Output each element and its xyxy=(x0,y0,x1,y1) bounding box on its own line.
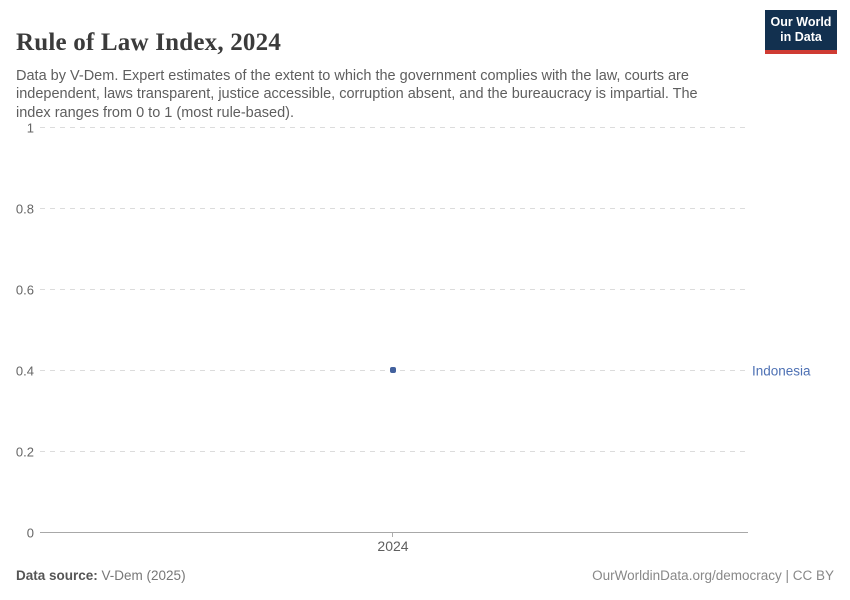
page-title: Rule of Law Index, 2024 xyxy=(16,28,282,56)
y-axis-tick-label: 0.6 xyxy=(15,282,34,298)
data-source-value: V-Dem (2025) xyxy=(97,568,186,583)
y-axis-tick-label: 0.2 xyxy=(15,444,34,460)
gridline-0-6 xyxy=(40,289,748,290)
y-axis-tick-label: 1 xyxy=(26,120,34,136)
data-point-indonesia[interactable] xyxy=(390,367,396,373)
owid-logo[interactable]: Our World in Data xyxy=(765,10,837,54)
data-source: Data source: V-Dem (2025) xyxy=(16,568,186,583)
y-axis-tick-label: 0.4 xyxy=(15,363,34,379)
y-axis-tick-label: 0.8 xyxy=(15,201,34,217)
gridline-1 xyxy=(40,127,748,128)
footer-attribution: OurWorldinData.org/democracy | CC BY xyxy=(592,568,834,583)
y-axis-tick-label: 0 xyxy=(26,525,34,541)
owid-logo-line2: in Data xyxy=(780,30,822,45)
gridline-0-8 xyxy=(40,208,748,209)
data-source-label: Data source: xyxy=(16,568,98,583)
x-axis-line xyxy=(40,532,748,533)
owid-logo-line1: Our World xyxy=(770,15,832,29)
gridline-0-2 xyxy=(40,451,748,452)
chart-footer: Data source: V-Dem (2025) OurWorldinData… xyxy=(16,568,834,583)
chart-subtitle: Data by V-Dem. Expert estimates of the e… xyxy=(16,67,698,121)
entity-label-indonesia[interactable]: Indonesia xyxy=(752,363,811,379)
x-axis-tick xyxy=(392,533,393,537)
x-axis-tick-label: 2024 xyxy=(377,538,409,554)
